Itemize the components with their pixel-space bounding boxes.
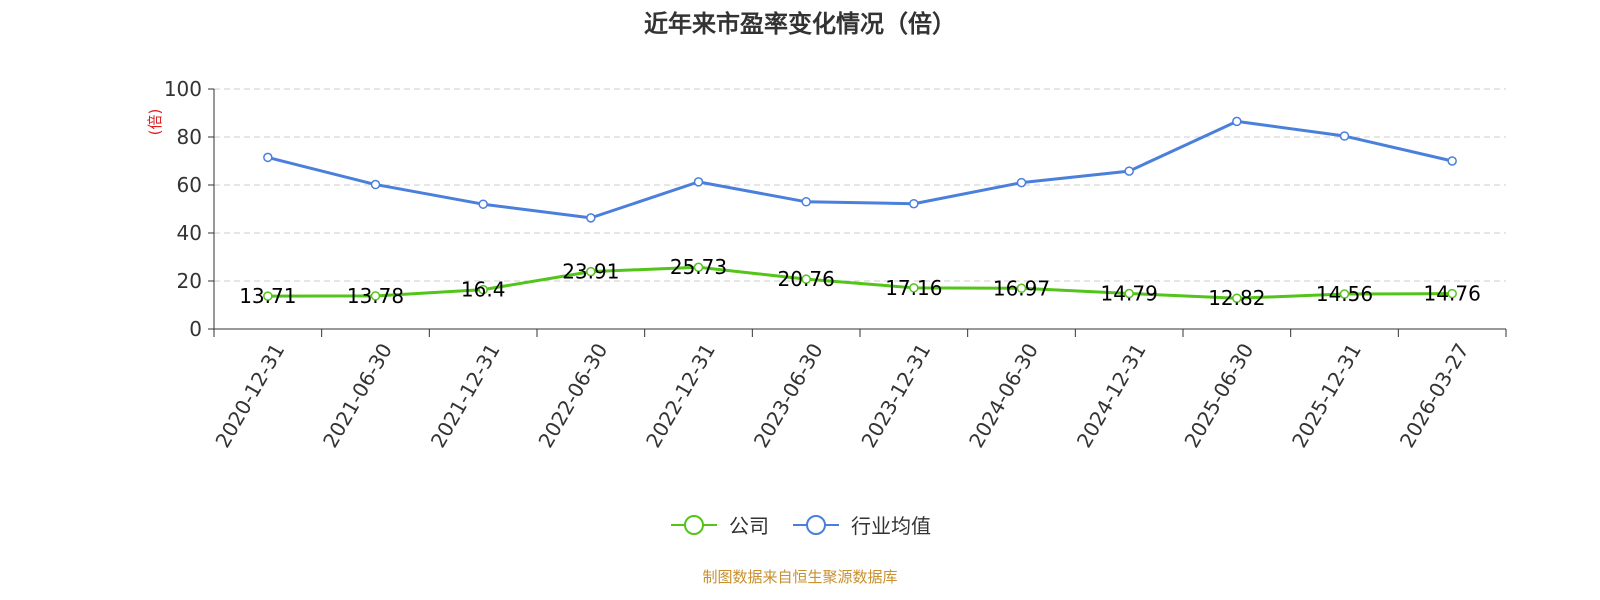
x-tick-label: 2026-03-27 <box>1395 339 1474 452</box>
x-tick-label: 2024-06-30 <box>964 339 1043 452</box>
data-point <box>693 177 704 187</box>
data-label: 14.56 <box>1316 282 1373 306</box>
x-tick-label: 2022-06-30 <box>533 339 612 452</box>
data-label: 13.78 <box>347 284 404 308</box>
grid-lines <box>214 88 1506 282</box>
data-point <box>1016 283 1027 294</box>
data-label: 14.76 <box>1424 282 1481 306</box>
data-point <box>263 152 273 163</box>
legend-item-industry[interactable]: 行业均值 <box>791 510 931 539</box>
y-axis-label: (倍) <box>146 109 164 136</box>
data-point <box>1232 293 1242 303</box>
series-line <box>267 265 1453 300</box>
legend-marker-company-icon <box>671 514 717 535</box>
data-point <box>1124 288 1134 299</box>
x-tick-label: 2020-12-31 <box>210 339 289 452</box>
line-chart: 0 20 40 60 80 100 2020-12-31 2021-06-30 2021-12-… <box>146 77 1507 452</box>
y-tick-label: 20 <box>177 269 202 293</box>
y-tick-label: 60 <box>177 173 202 197</box>
data-point <box>370 291 381 301</box>
x-tick-label: 2021-06-30 <box>318 339 397 452</box>
x-tick-label: 2022-12-31 <box>641 339 720 452</box>
x-tick-label: 2023-06-30 <box>749 339 828 452</box>
data-point <box>1232 116 1242 127</box>
legend-marker-industry-icon <box>793 514 839 535</box>
y-tick-label: 100 <box>164 77 202 101</box>
y-tick-label: 40 <box>177 221 202 245</box>
data-point <box>909 283 919 293</box>
data-label: 23.91 <box>562 260 619 284</box>
data-point <box>1447 288 1457 299</box>
data-point <box>1124 166 1134 176</box>
x-tick-label: 2024-12-31 <box>1072 339 1151 452</box>
data-point <box>370 179 381 190</box>
data-label: 17.16 <box>885 276 942 300</box>
source-note: 制图数据来自恒生聚源数据库 <box>702 568 898 586</box>
legend-label-industry: 行业均值 <box>851 514 931 538</box>
x-tick-label: 2025-12-31 <box>1287 339 1366 452</box>
data-point <box>1339 131 1350 141</box>
legend-label-company: 公司 <box>729 514 769 538</box>
data-point <box>263 291 273 301</box>
data-label: 12.82 <box>1208 286 1265 310</box>
data-point <box>801 274 811 284</box>
data-point <box>478 284 488 295</box>
series-line <box>267 119 1453 220</box>
y-tick-label: 80 <box>177 125 202 149</box>
data-label: 13.71 <box>239 284 296 308</box>
data-label: 16.97 <box>993 276 1050 300</box>
data-point <box>586 266 596 277</box>
data-label: 14.79 <box>1101 282 1158 306</box>
data-labels: 13.71 13.78 16.4 23.91 25.73 20.76 17.16 16.97 1… <box>239 255 1481 310</box>
data-label: 20.76 <box>778 267 835 291</box>
data-point <box>1016 177 1027 188</box>
data-point <box>478 199 488 209</box>
data-point <box>1447 156 1457 166</box>
data-point <box>1339 289 1350 299</box>
axes: 0 20 40 60 80 100 2020-12-31 2021-06-30 2021-12-… <box>164 77 1507 452</box>
legend-item-company[interactable]: 公司 <box>669 510 769 539</box>
x-tick-label: 2025-06-30 <box>1179 339 1258 452</box>
y-tick-label: 0 <box>189 317 202 341</box>
data-point <box>801 197 811 207</box>
x-tick-label: 2023-12-31 <box>856 339 935 452</box>
series-lines <box>263 116 1457 303</box>
data-label: 16.4 <box>461 278 506 302</box>
data-point <box>909 198 919 209</box>
data-point <box>586 213 596 223</box>
x-tick-label: 2021-12-31 <box>426 339 505 452</box>
chart-title: 近年来市盈率变化情况（倍） <box>644 10 956 38</box>
legend: 公司 行业均值 <box>0 510 1600 539</box>
data-label: 25.73 <box>670 255 727 279</box>
data-point <box>693 262 704 272</box>
